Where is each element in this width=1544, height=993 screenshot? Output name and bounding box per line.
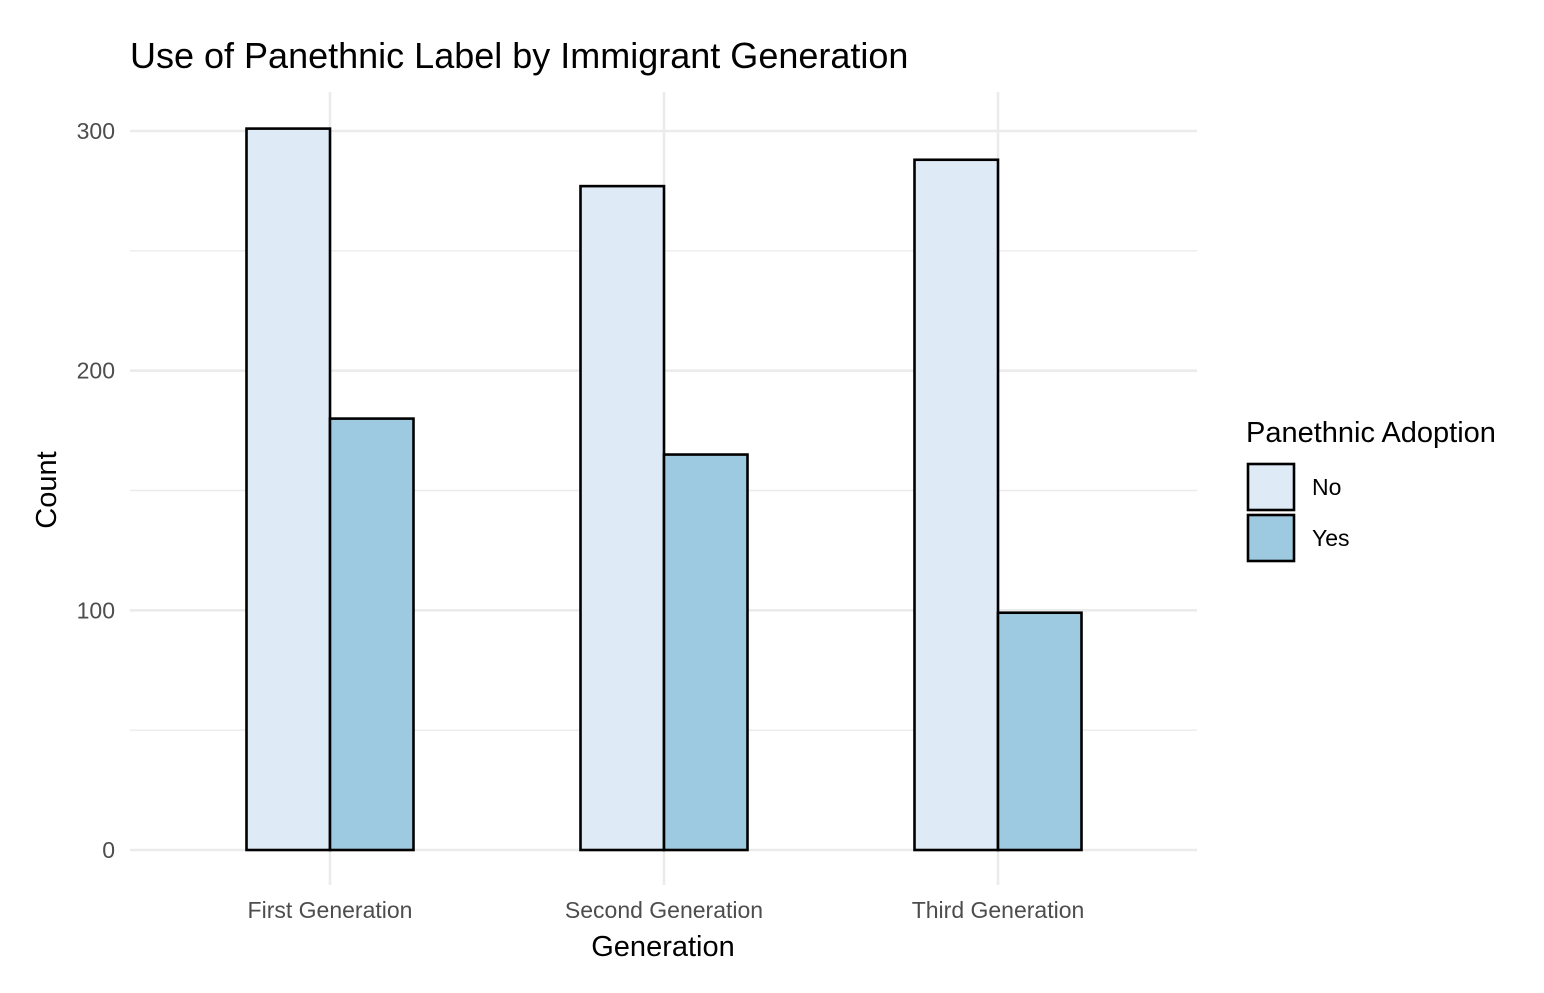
legend: Panethnic Adoption No Yes: [1246, 417, 1496, 563]
x-tick-label: Second Generation: [565, 897, 763, 923]
chart-title: Use of Panethnic Label by Immigrant Gene…: [130, 35, 908, 76]
bar-no-3: [913, 158, 1000, 852]
y-tick-label: 200: [77, 358, 115, 384]
bar-no-1: [245, 127, 332, 852]
x-axis-label: Generation: [591, 931, 735, 963]
bars-layer: [245, 127, 1083, 852]
y-tick-label: 100: [77, 597, 115, 623]
x-tick-label: First Generation: [248, 897, 413, 923]
legend-key-no: [1246, 462, 1296, 512]
x-axis-ticks: First Generation Second Generation Third G…: [248, 897, 1085, 923]
y-axis-label: Count: [31, 451, 63, 528]
y-tick-label: 0: [102, 837, 115, 863]
y-tick-label: 300: [77, 118, 115, 144]
legend-label-no: No: [1312, 474, 1341, 500]
legend-title: Panethnic Adoption: [1246, 417, 1496, 449]
legend-items: No Yes: [1246, 462, 1350, 563]
legend-label-yes: Yes: [1312, 525, 1350, 551]
bar-yes-1: [328, 417, 415, 852]
legend-key-yes: [1246, 513, 1296, 563]
bar-yes-3: [996, 611, 1083, 852]
bar-yes-2: [662, 453, 749, 852]
y-axis-ticks: 0 100 200 300: [77, 118, 115, 863]
x-tick-label: Third Generation: [912, 897, 1085, 923]
bar-no-2: [579, 184, 666, 852]
